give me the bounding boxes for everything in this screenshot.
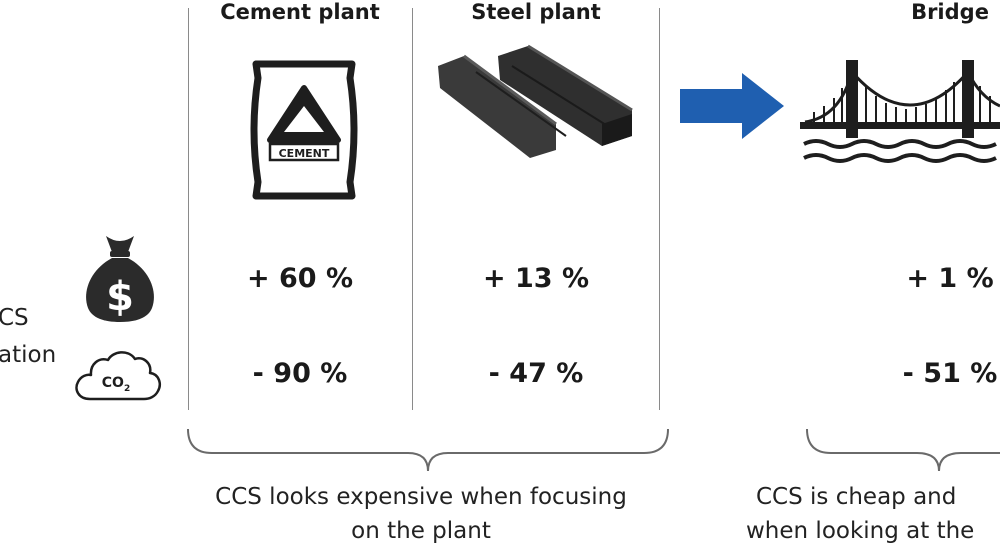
bridge-emissions-value: - 51 % — [902, 358, 998, 389]
co2-text: CO2 — [102, 375, 130, 394]
cement-bag-icon: CEMENT — [246, 58, 362, 202]
plant-caption-line2: on the plant — [351, 518, 491, 544]
bridge-cost-value: + 1 % — [906, 263, 994, 294]
brace-plant — [186, 425, 670, 475]
steel-emissions-value: - 47 % — [488, 358, 584, 389]
header-cement-plant: Cement plant — [220, 0, 380, 24]
row-label-line1: CS — [0, 305, 29, 331]
cement-emissions-value: - 90 % — [252, 358, 348, 389]
steel-cost-value: + 13 % — [482, 263, 590, 294]
cement-cost-value: + 60 % — [246, 263, 354, 294]
brace-bridge — [805, 425, 1000, 475]
steel-beams-icon — [436, 44, 636, 160]
header-bridge: Bridge — [911, 0, 989, 24]
dollar-sign: $ — [106, 274, 134, 320]
row-label-line2: ation — [0, 342, 57, 368]
co2-cloud-icon: CO2 — [72, 343, 164, 409]
header-steel-plant: Steel plant — [471, 0, 601, 24]
bridge-caption-line1: CCS is cheap and — [756, 484, 957, 510]
plant-caption-line1: CCS looks expensive when focusing — [215, 484, 627, 510]
money-bag-dollar-icon: $ — [80, 230, 160, 325]
divider-right — [659, 8, 660, 410]
cement-label: CEMENT — [279, 147, 330, 160]
divider-middle — [412, 8, 413, 410]
suspension-bridge-icon — [800, 42, 1000, 167]
bridge-caption-line2: when looking at the — [746, 518, 975, 544]
divider-left — [188, 8, 189, 410]
right-arrow-icon — [680, 73, 785, 139]
